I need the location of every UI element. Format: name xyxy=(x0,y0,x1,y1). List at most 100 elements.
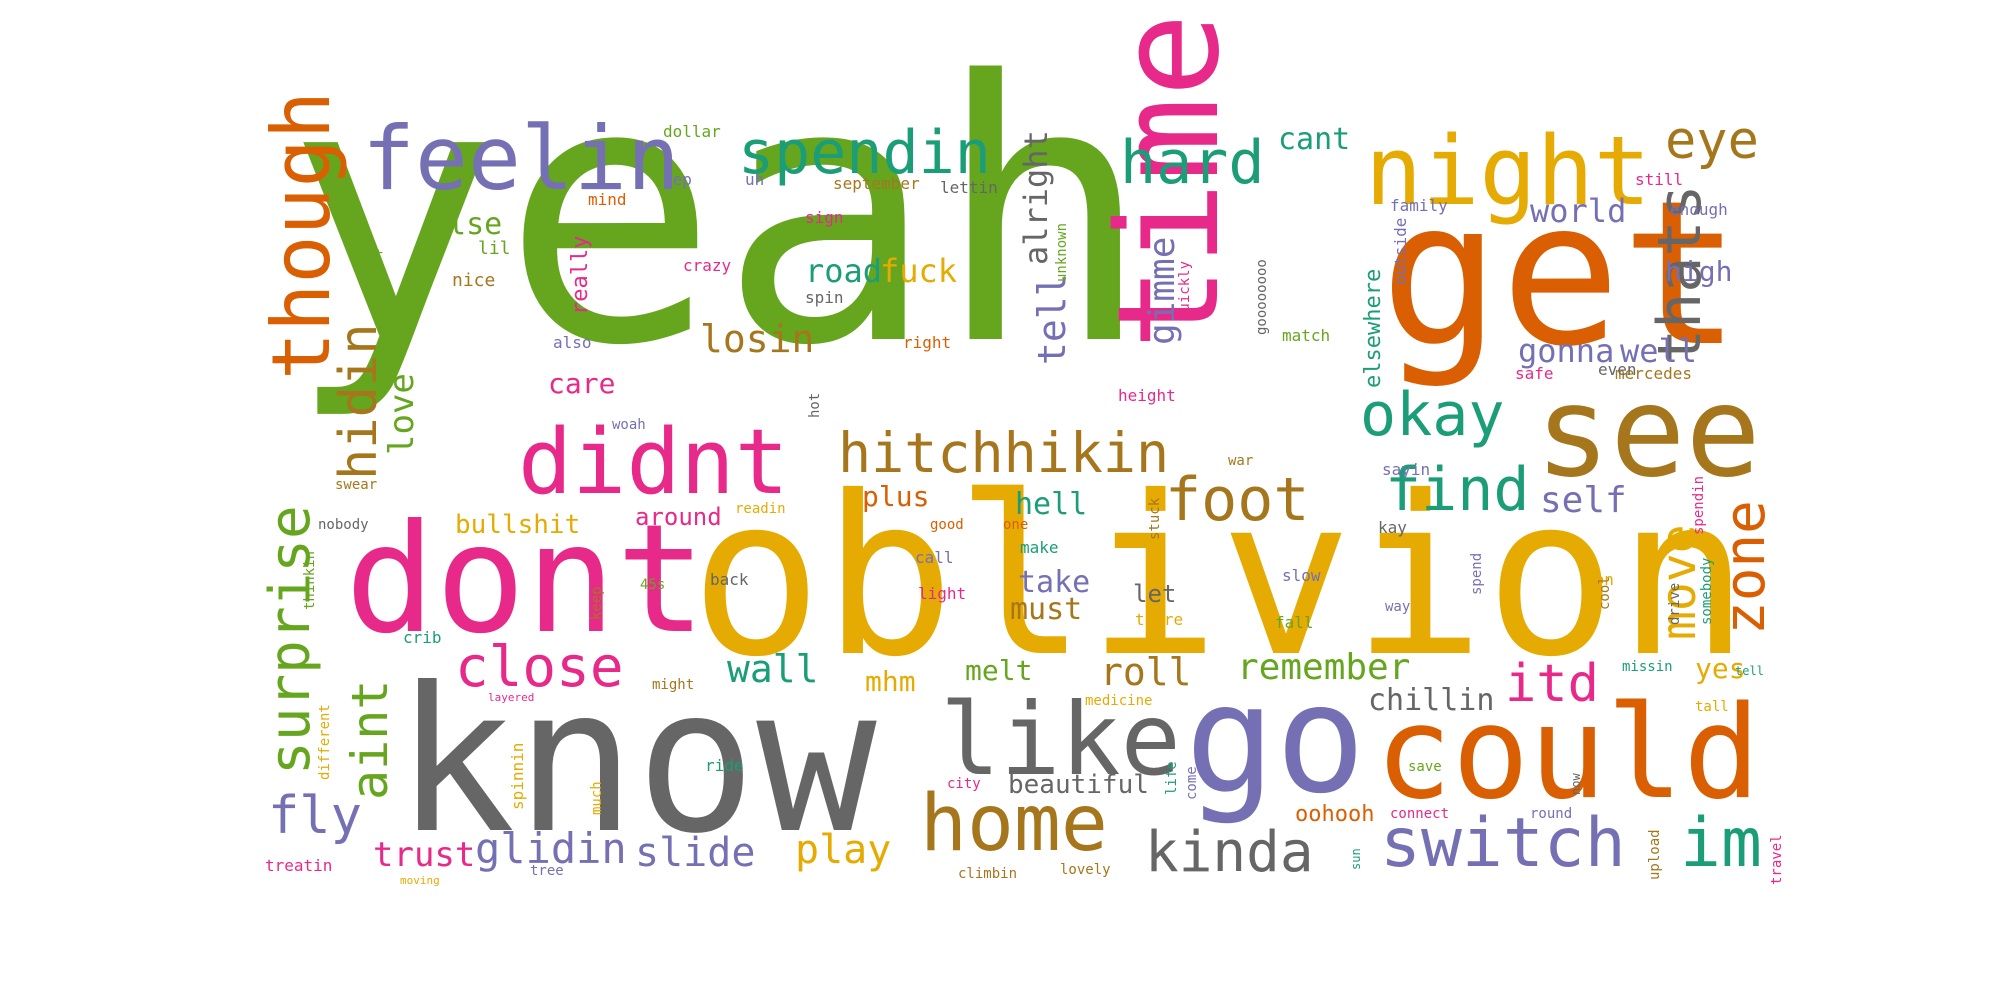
word: quickly xyxy=(1177,260,1193,320)
word: outside xyxy=(1391,217,1410,285)
word: fly xyxy=(268,786,362,846)
word: upload xyxy=(1647,829,1663,880)
word: oblivion xyxy=(690,449,1750,705)
word: home xyxy=(920,779,1108,869)
word: come xyxy=(1184,766,1200,800)
word: round xyxy=(1530,806,1573,822)
word: trust xyxy=(373,835,476,875)
word: connect xyxy=(1390,806,1450,822)
word: oohooh xyxy=(1295,802,1375,827)
word: stuck xyxy=(1147,497,1163,540)
word: tree xyxy=(530,863,564,879)
word: roll xyxy=(1100,650,1192,694)
word: uh xyxy=(745,170,765,189)
word: hell xyxy=(1015,487,1088,522)
word: set xyxy=(355,246,384,265)
word: sun xyxy=(1349,848,1363,870)
word: lettin xyxy=(940,178,998,197)
word: surprise xyxy=(258,505,323,775)
word: remember xyxy=(1237,647,1411,688)
word: find xyxy=(1385,455,1530,525)
word: enough xyxy=(1670,200,1728,219)
word: yep xyxy=(663,170,692,189)
word: dollar xyxy=(663,122,721,141)
word: family xyxy=(1390,196,1448,215)
word: tall xyxy=(1695,699,1729,715)
word: nobody xyxy=(318,517,369,533)
word: travel xyxy=(1769,834,1785,885)
word: moving xyxy=(400,874,440,887)
word: glidin xyxy=(475,824,627,873)
word: gonna xyxy=(1518,332,1615,370)
word: city xyxy=(947,776,981,792)
word: nice xyxy=(452,270,496,291)
word: kay xyxy=(1378,518,1407,537)
word: switch xyxy=(1380,804,1626,883)
word: okay xyxy=(1360,380,1505,450)
word: hot xyxy=(807,392,823,418)
word: light xyxy=(918,584,967,603)
word: really xyxy=(568,235,593,315)
word: high xyxy=(1665,255,1733,288)
word: spendin xyxy=(1691,475,1707,535)
word: gimme xyxy=(1142,236,1183,345)
word: melt xyxy=(965,654,1033,687)
word: cant xyxy=(1278,122,1351,157)
word: alright xyxy=(1017,130,1055,265)
word: readin xyxy=(735,501,786,517)
word: tell xyxy=(1030,273,1074,365)
word: gon xyxy=(1585,570,1614,589)
word: woah xyxy=(612,417,646,433)
word: now xyxy=(1569,773,1583,795)
word: make xyxy=(1020,538,1059,557)
word: fall xyxy=(1275,613,1314,632)
word: september xyxy=(833,174,920,193)
word: care xyxy=(548,367,616,400)
word: good xyxy=(930,517,964,533)
word: dont xyxy=(345,493,707,667)
word: medicine xyxy=(1085,693,1153,709)
word: aint xyxy=(341,679,399,800)
word: world xyxy=(1530,192,1627,230)
word: mercedes xyxy=(1615,364,1693,383)
word: take xyxy=(1018,565,1091,600)
word: one xyxy=(1003,517,1029,533)
word: height xyxy=(1118,386,1176,405)
word: back xyxy=(710,570,749,589)
word: spinnin xyxy=(508,742,527,810)
word: missin xyxy=(1622,659,1673,675)
word: slide xyxy=(635,830,756,876)
word: safe xyxy=(1515,364,1554,383)
word: swear xyxy=(335,477,378,493)
word: itd xyxy=(1505,654,1599,714)
word: slow xyxy=(1282,566,1321,585)
word: zone xyxy=(1713,500,1778,635)
word: crib xyxy=(403,628,442,647)
word: see xyxy=(1535,360,1761,505)
word: chillin xyxy=(1368,683,1495,718)
word: climbin xyxy=(958,866,1018,882)
word: eye xyxy=(1665,111,1759,171)
word: unknown xyxy=(1054,222,1070,282)
word: kinda xyxy=(1145,820,1314,885)
word: lovely xyxy=(1060,862,1111,878)
word: yeah xyxy=(285,5,1152,424)
word: even xyxy=(1598,360,1637,379)
word: also xyxy=(553,333,592,352)
word: save xyxy=(1408,759,1442,775)
word: tell xyxy=(1735,664,1764,678)
word: must xyxy=(1010,592,1083,627)
word: didnt xyxy=(518,410,789,515)
word: yes xyxy=(1695,652,1746,685)
word: road xyxy=(805,252,883,290)
word: way xyxy=(1385,599,1411,615)
word: hard xyxy=(1120,128,1265,198)
word: bullshit xyxy=(455,510,581,540)
word: ride xyxy=(705,756,744,775)
word: keep xyxy=(589,586,605,620)
word: else xyxy=(430,207,503,242)
word: different xyxy=(317,704,333,780)
word: goooooooo xyxy=(1254,259,1270,335)
word: play xyxy=(795,827,892,873)
